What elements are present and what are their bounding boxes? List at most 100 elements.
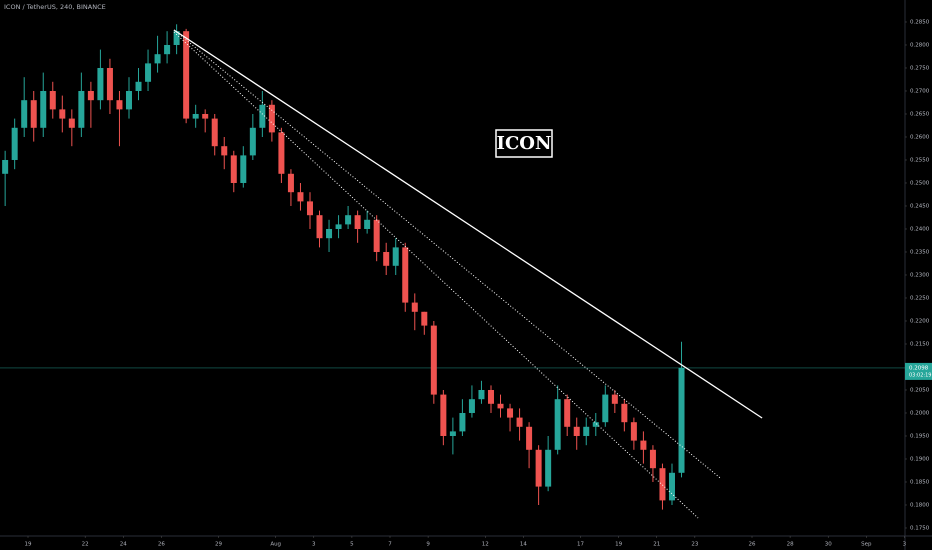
x-tick-label: 14: [520, 542, 527, 548]
candle-body: [164, 44, 171, 55]
candle-body: [678, 367, 685, 473]
candle-body: [392, 247, 399, 266]
candle-body: [259, 104, 266, 128]
candle-body: [354, 215, 361, 229]
candle-body: [649, 449, 656, 469]
candle-body: [478, 389, 485, 400]
candle-body: [221, 146, 228, 156]
candle-body: [449, 431, 456, 436]
candle-body: [268, 104, 275, 133]
candle-body: [507, 408, 514, 418]
candle-body: [602, 394, 609, 423]
candle-body: [611, 394, 618, 404]
candle-body: [373, 219, 380, 252]
candle-body: [154, 54, 161, 64]
candle-body: [573, 426, 580, 436]
x-tick-label: Sep: [861, 542, 872, 548]
y-tick-label: 0.2300: [910, 272, 930, 278]
annotation: ICON: [497, 133, 552, 154]
x-tick-label: Aug: [270, 542, 281, 548]
y-tick-label: 0.2050: [910, 387, 930, 393]
x-tick-label: 3: [312, 542, 316, 548]
candle-body: [211, 118, 218, 147]
chart-title: ICON / TetherUS, 240, BINANCE: [4, 3, 106, 11]
candle-body: [326, 228, 333, 239]
y-tick-label: 0.2200: [910, 318, 930, 324]
candle-body: [59, 109, 66, 119]
candle-body: [287, 173, 294, 193]
y-tick-label: 0.1750: [910, 525, 930, 531]
x-tick-label: 24: [120, 542, 127, 548]
candle-body: [583, 426, 590, 436]
candle-body: [135, 81, 142, 91]
candle-body: [183, 31, 190, 119]
candle-body: [116, 100, 123, 110]
candle-body: [668, 472, 675, 501]
candle-body: [630, 422, 637, 441]
x-tick-label: 26: [749, 542, 756, 548]
candle-body: [11, 127, 18, 160]
x-tick-label: 9: [426, 542, 430, 548]
x-tick-label: 7: [388, 542, 392, 548]
candle-body: [249, 127, 256, 156]
y-tick-label: 0.2450: [910, 203, 930, 209]
y-tick-label: 0.2850: [910, 19, 930, 25]
candle-body: [78, 90, 85, 128]
candle-body: [202, 113, 209, 119]
candle-body: [545, 449, 552, 487]
x-tick-label: 30: [825, 542, 832, 548]
y-tick-label: 0.2550: [910, 157, 930, 163]
y-tick-label: 0.2150: [910, 341, 930, 347]
x-tick-label: 19: [615, 542, 622, 548]
candle-body: [21, 100, 28, 128]
candle-body: [278, 132, 285, 174]
y-tick-label: 0.2600: [910, 134, 930, 140]
candle-body: [316, 215, 323, 239]
candle-body: [2, 159, 9, 174]
candle-body: [411, 302, 418, 312]
candle-body: [345, 215, 352, 225]
x-tick-label: 23: [691, 542, 698, 548]
candle-body: [402, 247, 409, 303]
candle-body: [335, 224, 342, 229]
candle-body: [535, 449, 542, 487]
candle-body: [564, 399, 571, 427]
y-tick-label: 0.2700: [910, 88, 930, 94]
candle-body: [106, 67, 113, 101]
candle-body: [459, 412, 466, 432]
trendline: [173, 31, 699, 519]
candle-body: [659, 468, 666, 501]
x-tick-label: 21: [653, 542, 660, 548]
candle-body: [468, 399, 475, 413]
candle-body: [125, 90, 132, 110]
candle-body: [516, 417, 523, 427]
candle-body: [297, 192, 304, 202]
candle-body: [421, 311, 428, 326]
trendline: [173, 29, 763, 419]
last-price-box: [905, 362, 932, 380]
x-tick-label: 26: [158, 542, 165, 548]
candle-body: [30, 100, 37, 128]
candle-body: [306, 201, 313, 216]
candle-body: [68, 118, 75, 128]
candle-body: [621, 403, 628, 423]
candle-body: [497, 403, 504, 409]
candle-body: [97, 67, 104, 101]
candle-body: [87, 90, 94, 101]
x-tick-label: 28: [787, 542, 794, 548]
y-tick-label: 0.1850: [910, 479, 930, 485]
y-tick-label: 0.1950: [910, 433, 930, 439]
y-tick-label: 0.2650: [910, 111, 930, 117]
x-tick-label: 17: [577, 542, 584, 548]
x-tick-label: 29: [215, 542, 222, 548]
y-tick-label: 0.2250: [910, 295, 930, 301]
y-tick-label: 0.2350: [910, 249, 930, 255]
countdown-label: 03:02:19: [909, 372, 931, 378]
y-tick-label: 0.2500: [910, 180, 930, 186]
y-tick-label: 0.1900: [910, 456, 930, 462]
trendline: [173, 29, 721, 479]
candle-body: [230, 155, 237, 183]
candle-body: [49, 90, 56, 110]
